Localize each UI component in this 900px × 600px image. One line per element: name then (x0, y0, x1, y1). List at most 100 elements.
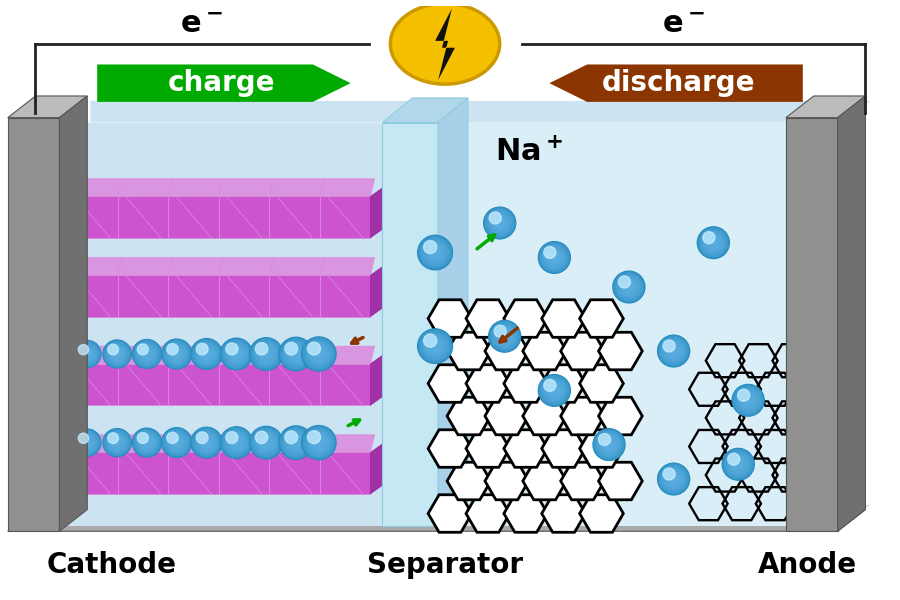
Circle shape (666, 343, 681, 359)
Circle shape (166, 432, 187, 453)
Circle shape (698, 227, 729, 259)
Circle shape (487, 210, 513, 236)
Circle shape (133, 341, 160, 367)
Circle shape (196, 343, 208, 355)
Polygon shape (168, 179, 223, 196)
Circle shape (138, 433, 148, 443)
Circle shape (226, 344, 247, 364)
Circle shape (284, 342, 298, 355)
Circle shape (734, 386, 762, 414)
Circle shape (104, 341, 130, 367)
Circle shape (281, 339, 311, 369)
Polygon shape (504, 495, 547, 532)
Circle shape (493, 217, 506, 229)
Circle shape (593, 429, 625, 460)
Polygon shape (466, 300, 509, 337)
Circle shape (306, 430, 332, 455)
Circle shape (289, 347, 302, 361)
Circle shape (133, 430, 160, 456)
Polygon shape (68, 435, 122, 452)
Circle shape (162, 340, 191, 368)
Circle shape (223, 430, 249, 455)
Circle shape (544, 247, 556, 259)
Polygon shape (118, 346, 173, 364)
Circle shape (229, 435, 244, 451)
Circle shape (249, 427, 283, 459)
Circle shape (598, 434, 619, 455)
Circle shape (229, 346, 244, 362)
Circle shape (418, 235, 453, 270)
Circle shape (113, 350, 122, 358)
Polygon shape (561, 462, 605, 500)
Circle shape (729, 455, 747, 473)
Polygon shape (8, 96, 87, 118)
Circle shape (661, 466, 687, 492)
Circle shape (615, 272, 644, 301)
Circle shape (663, 340, 675, 352)
Circle shape (225, 343, 248, 365)
Circle shape (251, 428, 281, 457)
Circle shape (166, 431, 188, 454)
Circle shape (196, 433, 217, 452)
Circle shape (193, 428, 220, 457)
Circle shape (82, 437, 93, 448)
Polygon shape (580, 300, 624, 337)
Circle shape (617, 276, 640, 298)
Polygon shape (428, 430, 472, 467)
Circle shape (736, 388, 760, 412)
Circle shape (284, 431, 298, 443)
Circle shape (500, 332, 509, 341)
Polygon shape (219, 196, 269, 238)
Circle shape (419, 237, 451, 268)
Circle shape (427, 244, 444, 261)
Circle shape (220, 427, 252, 458)
Circle shape (308, 342, 320, 355)
Circle shape (78, 344, 88, 355)
Polygon shape (371, 257, 395, 317)
Circle shape (663, 469, 684, 489)
Circle shape (221, 339, 252, 369)
Circle shape (492, 324, 517, 349)
FancyArrow shape (97, 64, 351, 102)
Polygon shape (428, 365, 472, 402)
Circle shape (740, 392, 756, 408)
Circle shape (104, 341, 130, 367)
Circle shape (281, 427, 311, 458)
Polygon shape (219, 346, 274, 364)
Circle shape (165, 430, 189, 455)
Circle shape (662, 468, 685, 490)
Circle shape (732, 385, 764, 416)
Circle shape (659, 337, 688, 365)
Circle shape (284, 342, 308, 366)
Circle shape (602, 438, 616, 451)
Polygon shape (269, 196, 320, 238)
Circle shape (286, 344, 306, 364)
Circle shape (494, 325, 507, 337)
Circle shape (226, 431, 238, 443)
Circle shape (280, 338, 312, 370)
Circle shape (76, 432, 98, 453)
Circle shape (735, 388, 761, 413)
Circle shape (137, 344, 157, 364)
Circle shape (308, 431, 320, 443)
Polygon shape (68, 452, 118, 494)
Circle shape (139, 434, 156, 451)
Circle shape (660, 466, 688, 493)
Circle shape (107, 433, 127, 452)
Polygon shape (320, 452, 371, 494)
Circle shape (191, 338, 222, 370)
Circle shape (284, 341, 309, 367)
Circle shape (303, 427, 335, 458)
Circle shape (727, 453, 740, 465)
Circle shape (132, 428, 161, 457)
Circle shape (259, 436, 273, 449)
Circle shape (194, 430, 220, 455)
Polygon shape (371, 346, 395, 405)
Polygon shape (68, 275, 118, 317)
Circle shape (166, 343, 188, 365)
Circle shape (727, 453, 750, 475)
Circle shape (739, 391, 758, 409)
Circle shape (231, 349, 241, 359)
Circle shape (541, 245, 567, 271)
Polygon shape (168, 435, 223, 452)
